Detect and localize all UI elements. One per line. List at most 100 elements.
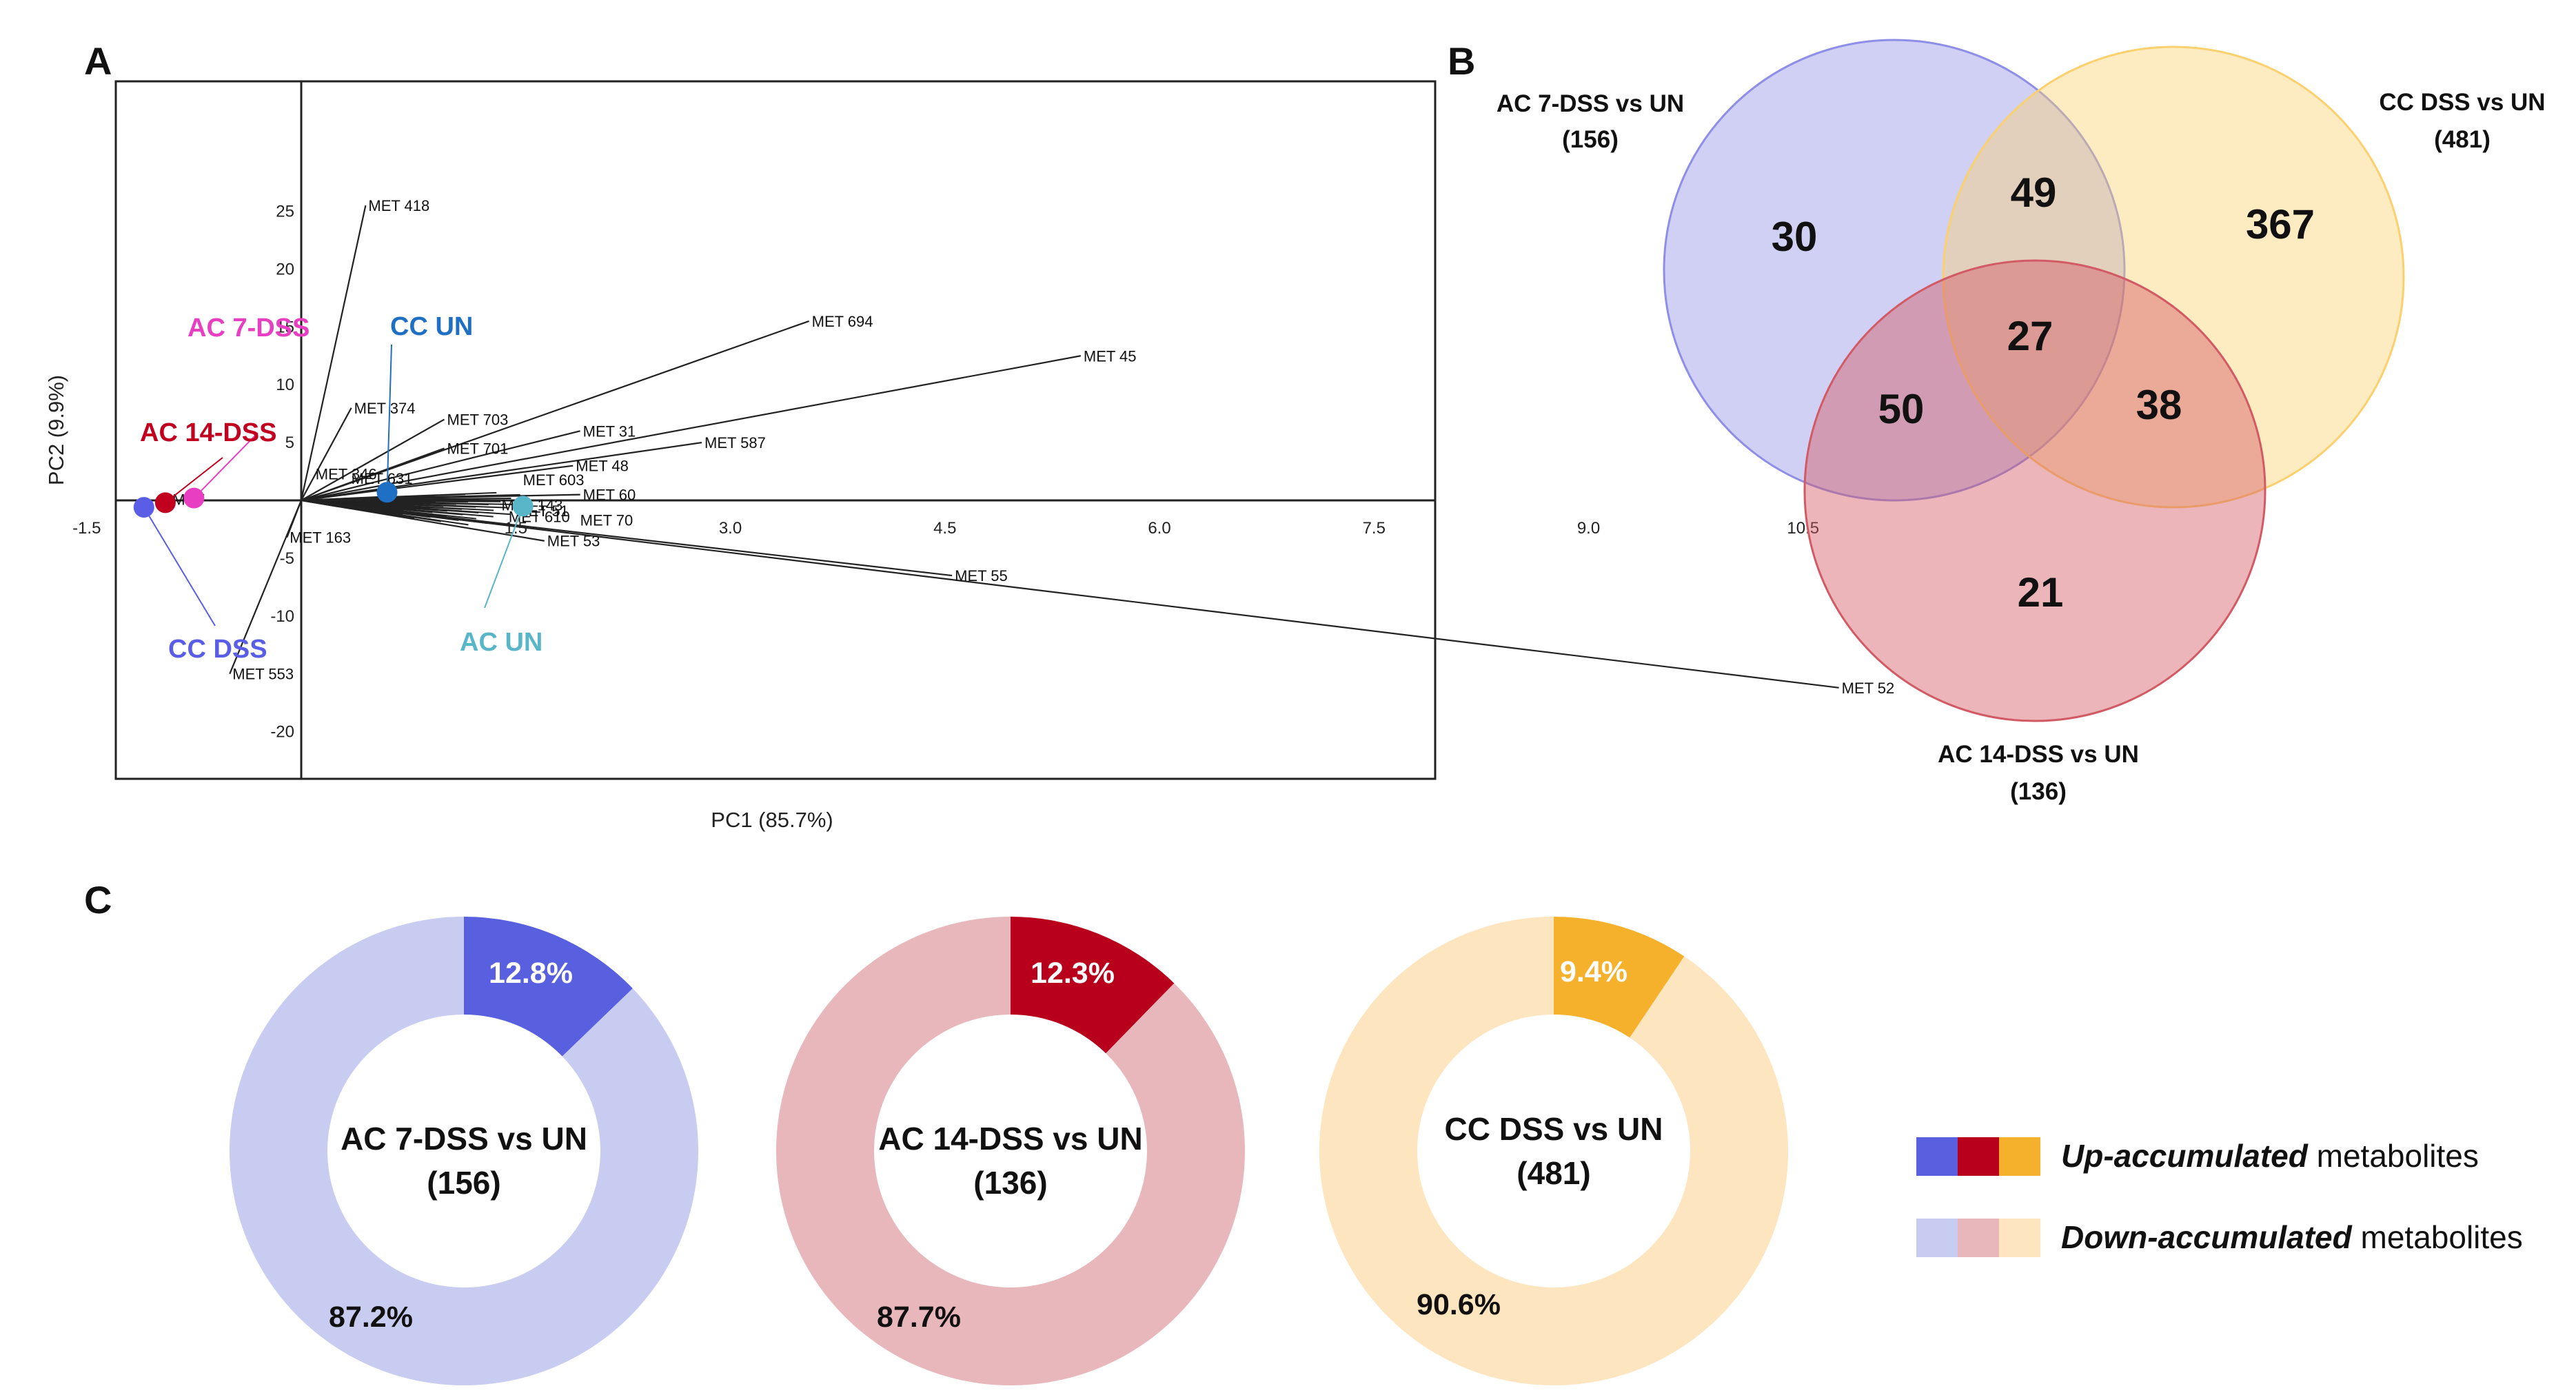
legend-down-swatch-1: [1916, 1219, 1958, 1257]
venn-diagram: [1663, 39, 2405, 722]
pca-y-ticks: 25 20 15 10 5 -5 -10 -20: [270, 203, 294, 742]
legend-down-text: Down-accumulated metabolites: [2061, 1219, 2523, 1255]
legend-up-swatch-3: [1999, 1137, 2040, 1176]
pca-y-tick-5: -5: [280, 549, 294, 568]
pca-x-tick-7-5: 7.5: [1363, 519, 1386, 538]
donut-ac7-up-label: 12.8%: [489, 957, 573, 990]
donut-slice-down-accumulated: [230, 917, 698, 1385]
donut-slice-down-accumulated: [1319, 917, 1788, 1386]
pca-y-tick-20: 20: [276, 260, 294, 278]
pca-vector-label-met-55: MET 55: [955, 567, 1008, 584]
donut-ac14-title: AC 14-DSS vs UN: [878, 1121, 1142, 1157]
pca-vector-met-587: [301, 442, 702, 502]
pca-sample-point-ac-un: [512, 496, 534, 517]
pca-x-tick-1-5: -1.5: [72, 519, 101, 538]
pca-vector-label-met-53: MET 53: [547, 533, 600, 550]
pca-sample-point-ac-7-dss: [183, 487, 205, 509]
donut-ac7-title: AC 7-DSS vs UN: [341, 1121, 587, 1157]
donut-slice-up-accumulated: [464, 917, 633, 1057]
venn-set-1-count: (156): [1562, 126, 1619, 153]
pca-vector-met-45: [301, 355, 1082, 502]
pca-vector-met-53: [301, 499, 545, 542]
legend: Up-accumulated metabolites Down-accumula…: [1916, 1137, 2523, 1257]
pca-minor-label-met-70: MET 70: [580, 512, 633, 529]
pca-sample-label-ac-14-dss: AC 14-DSS: [140, 418, 277, 447]
venn-circle-ac7: [1663, 39, 2126, 502]
pca-vector-met-52: [301, 499, 1839, 689]
venn-region-all-three: 27: [2007, 313, 2053, 359]
venn-circle-ac14: [1803, 259, 2266, 722]
pca-vector-label-met-703: MET 703: [447, 411, 509, 429]
pca-minor-label-met-346: MET 346: [316, 465, 377, 482]
pca-vector-met-553: [229, 500, 303, 675]
pca-x-tick-9-0: 9.0: [1577, 519, 1600, 538]
pca-sample-point-cc-un: [376, 482, 398, 503]
legend-up-rest: metabolites: [2308, 1138, 2479, 1174]
pca-sample-leader-ac-7-dss: [193, 432, 258, 499]
pca-sample-leader-ac-14-dss: [165, 457, 223, 504]
pca-vector-label-met-374: MET 374: [354, 400, 416, 417]
pca-x-axis-title: PC1 (85.7%): [711, 808, 833, 832]
panel-c-label: C: [84, 878, 112, 921]
venn-set-3-count: (136): [2010, 778, 2067, 805]
pca-sample-leader-cc-dss: [143, 507, 216, 627]
pca-vector-met-418: [300, 205, 367, 501]
pca-vector-labels: MET 418 MET 694 MET 45 MET 374 MET 703 MET 31…: [172, 197, 1894, 697]
pca-vector-label-met-31: MET 31: [583, 422, 636, 440]
pca-sample-label-cc-dss: CC DSS: [168, 635, 267, 664]
legend-up-emph: Up-accumulated: [2061, 1138, 2309, 1174]
donut-ac14-down-label: 87.7%: [877, 1301, 961, 1334]
venn-region-ccdss-ac14: 38: [2136, 382, 2182, 428]
pca-axes: [116, 81, 1435, 779]
pca-y-tick-5: 5: [285, 434, 294, 452]
pca-vector-met-694: [301, 320, 809, 502]
legend-down-emph: Down-accumulated: [2061, 1219, 2353, 1255]
pca-x-tick-10-5: 10.5: [1787, 519, 1819, 538]
pca-sample-point-ac-14-dss: [154, 492, 176, 513]
pca-vector-label-met-52: MET 52: [1842, 680, 1895, 697]
donut-ac7-down-label: 87.2%: [329, 1301, 413, 1334]
pca-sample-label-ac-7-dss: AC 7-DSS: [187, 314, 310, 343]
donut-ccdss-title: CC DSS vs UN: [1445, 1111, 1663, 1147]
pca-sample-leader-cc-un: [386, 344, 392, 493]
donut-ccdss-total: (481): [1517, 1155, 1590, 1191]
pca-vector-label-met-701: MET 701: [447, 440, 509, 457]
venn-circle-ccdss: [1942, 45, 2405, 509]
donut-slice-down-accumulated: [776, 917, 1245, 1385]
legend-up-text: Up-accumulated metabolites: [2061, 1138, 2479, 1174]
pca-plot-frame: [114, 80, 1437, 780]
pca-y-axis-title: PC2 (9.9%): [44, 375, 68, 485]
pca-vector-label-met-418: MET 418: [368, 197, 429, 214]
pca-x-tick-4-5: 4.5: [933, 519, 956, 538]
donut-ac14: [776, 917, 1245, 1385]
donut-ac7: [230, 917, 698, 1385]
pca-vector-label-met-45: MET 45: [1084, 347, 1137, 365]
donut-ccdss: [1319, 917, 1788, 1386]
donut-slice-up-accumulated: [1554, 917, 1685, 1038]
legend-down-swatch-2: [1958, 1219, 1999, 1257]
venn-region-ccdss-only: 367: [2246, 201, 2315, 247]
pca-vector-met-31: [301, 430, 580, 502]
legend-up-swatch-1: [1916, 1137, 1958, 1176]
donut-slice-up-accumulated: [1011, 917, 1175, 1054]
pca-x-tick-1-5: 1.5: [505, 519, 527, 538]
legend-up-swatch-2: [1958, 1137, 1999, 1176]
pca-vector-met-48: [301, 465, 574, 502]
pca-vector-met-701: [301, 447, 445, 502]
donut-ac14-total: (136): [973, 1165, 1047, 1201]
venn-set-3-name: AC 14-DSS vs UN: [1938, 741, 2139, 768]
donut-ac7-total: (156): [427, 1165, 500, 1201]
pca-x-ticks: -1.5 1.5 3.0 4.5 6.0 7.5 9.0 10.5: [72, 519, 1819, 538]
pca-y-tick-10: 10: [276, 376, 294, 394]
pca-vector-label-met-48: MET 48: [576, 458, 629, 475]
pca-y-tick-15: 15: [276, 318, 294, 336]
pca-y-tick-20: -20: [270, 723, 294, 742]
pca-y-tick-10: -10: [270, 607, 294, 626]
venn-set-1-name: AC 7-DSS vs UN: [1497, 90, 1684, 117]
donut-ccdss-down-label: 90.6%: [1417, 1288, 1501, 1321]
venn-set-2-count: (481): [2434, 126, 2491, 153]
legend-down-swatch-3: [1999, 1219, 2040, 1257]
pca-y-tick-25: 25: [276, 203, 294, 221]
pca-sample-label-ac-un: AC UN: [460, 628, 542, 657]
venn-region-ac7-only: 30: [1772, 214, 1818, 260]
